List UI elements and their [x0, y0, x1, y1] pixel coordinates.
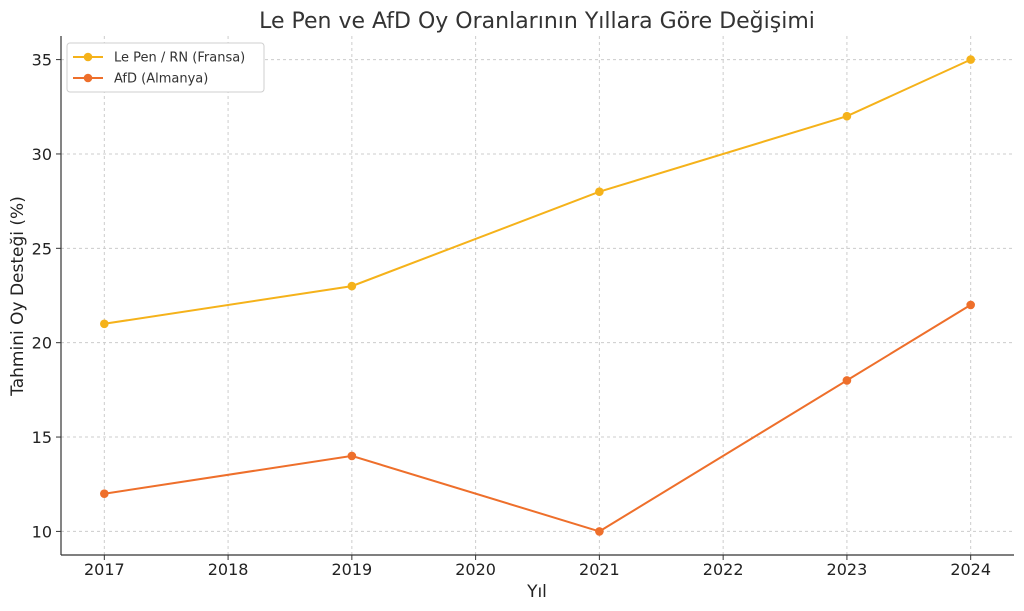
- series-line: [104, 58, 972, 325]
- data-point: [100, 489, 109, 498]
- data-point: [842, 376, 852, 385]
- series-2: [100, 300, 975, 536]
- legend-label: Le Pen / RN (Fransa): [114, 51, 245, 66]
- x-tick-label: 2021: [579, 560, 620, 579]
- axes: [60, 36, 1014, 556]
- data-point: [347, 451, 357, 461]
- x-tick-label: 2023: [827, 560, 868, 579]
- data-point: [595, 527, 604, 536]
- y-tick-label: 15: [32, 428, 52, 447]
- y-tick-label: 30: [32, 145, 52, 164]
- series-line: [104, 304, 972, 533]
- data-point: [966, 300, 975, 310]
- y-tick-label: 10: [32, 522, 52, 541]
- y-tick-label: 35: [32, 51, 52, 70]
- data-point: [842, 111, 852, 121]
- y-tick-label: 25: [32, 239, 52, 258]
- x-tick-label: 2019: [331, 560, 372, 579]
- data-point: [100, 319, 109, 329]
- x-tick-label: 2024: [950, 560, 991, 579]
- y-tick-label: 20: [32, 334, 52, 353]
- series: [100, 55, 975, 536]
- legend: Le Pen / RN (Fransa) AfD (Almanya): [66, 42, 265, 93]
- legend-box: [66, 42, 265, 93]
- legend-item: Le Pen / RN (Fransa): [73, 51, 245, 66]
- data-point: [595, 187, 604, 196]
- series-1: [100, 55, 975, 329]
- legend-marker: [83, 73, 93, 83]
- grid: [61, 36, 1014, 555]
- chart-title: Le Pen ve AfD Oy Oranlarının Yıllara Gör…: [259, 9, 815, 34]
- x-tick-label: 2018: [208, 560, 249, 579]
- data-point: [966, 55, 975, 64]
- x-tick-label: 2017: [84, 560, 125, 579]
- legend-item: AfD (Almanya): [73, 72, 208, 87]
- legend-marker: [83, 52, 93, 62]
- x-axis-label: Yıl: [526, 582, 547, 602]
- x-tick-label: 2022: [703, 560, 744, 579]
- y-axis-label: Tahmini Oy Desteği (%): [8, 196, 28, 397]
- x-tick-label: 2020: [455, 560, 496, 579]
- legend-label: AfD (Almanya): [114, 72, 208, 87]
- data-point: [347, 281, 357, 291]
- ticks: 2017 2018 2019 2020 2021 2022 2023 2024 10 15 20 25…: [32, 51, 991, 579]
